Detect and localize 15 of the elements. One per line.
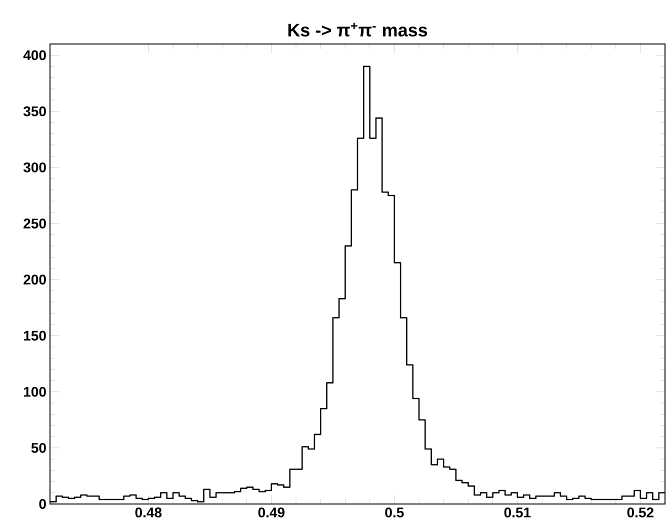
y-tick-label: 300 (23, 162, 46, 172)
y-tick-label: 250 (24, 218, 46, 228)
y-tick-label: 50 (31, 442, 46, 453)
y-tick-label: 200 (24, 274, 46, 285)
x-tick-label: 0.5 (385, 508, 404, 518)
x-tick-label: 0.52 (627, 508, 654, 518)
x-tick-label: 0.49 (258, 508, 285, 518)
y-tick-label: 100 (24, 386, 46, 397)
y-tick-label: 0 (39, 499, 46, 509)
y-tick-label: 350 (23, 106, 46, 116)
chart-title: Ks -> π$^{+}$π$^{-}$ mass (288, 22, 428, 36)
y-tick-label: 400 (23, 50, 46, 60)
x-tick-label: 0.48 (135, 508, 162, 518)
y-tick-label: 150 (24, 330, 46, 341)
x-tick-label: 0.51 (504, 508, 531, 518)
